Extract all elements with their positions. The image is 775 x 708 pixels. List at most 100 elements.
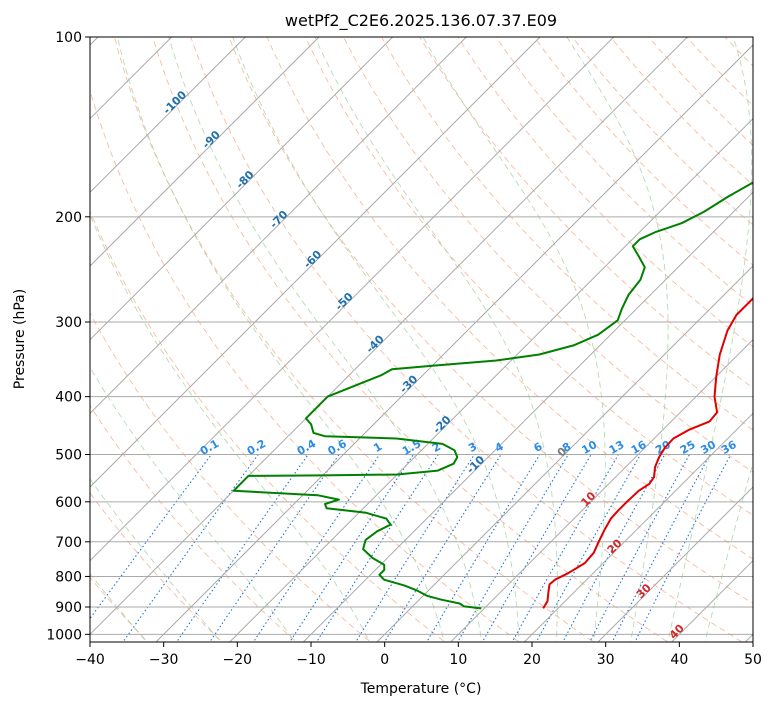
isotherm-line	[302, 191, 753, 642]
dry-adiabat-line	[381, 37, 753, 431]
isotherm-line	[90, 37, 247, 194]
dry-adiabat-line	[152, 37, 669, 642]
y-axis: 100 200 300 400 500 600 700 800 900 1000	[46, 30, 90, 643]
isotherm-label: -30	[397, 372, 420, 395]
y-tick-label: 500	[55, 448, 82, 464]
isotherm-line	[90, 37, 689, 636]
moist-adiabat-line	[704, 461, 753, 642]
chart-title: wetPf2_C2E6.2025.136.07.37.E09	[285, 11, 557, 31]
dry-adiabat-line	[648, 37, 753, 146]
x-tick-label: 20	[523, 652, 541, 668]
y-tick-label: 400	[55, 390, 82, 406]
dry-adiabat-line	[90, 210, 446, 642]
dry-adiabat-line	[750, 24, 775, 647]
mixing-ratio-line	[457, 454, 569, 642]
mixing-ratio-line	[315, 454, 439, 642]
mixing-ratio-line	[175, 454, 309, 642]
x-tick-label: 40	[670, 652, 688, 668]
mixing-ratio-line	[611, 454, 711, 642]
dry-adiabat-line	[304, 37, 753, 516]
y-tick-label: 200	[55, 210, 82, 226]
isotherm-label: -60	[301, 248, 324, 271]
moist-adiabat-line	[232, 37, 520, 642]
dry-adiabat-line	[190, 37, 743, 642]
x-tick-label: −10	[296, 652, 326, 668]
background-lines	[0, 24, 775, 647]
x-tick-label: 0	[380, 652, 389, 668]
moist-adiabat-line	[168, 37, 483, 642]
isotherm-line	[90, 37, 541, 488]
mixing-ratio-line	[589, 454, 690, 642]
mixing-ratio-label: 1	[371, 440, 384, 455]
moist-adiabat-line	[116, 37, 445, 642]
isotherm-label: -20	[430, 413, 453, 436]
isotherm-line	[90, 37, 394, 341]
isotherm-label: -10	[464, 453, 487, 476]
mixing-ratio-label: 4	[493, 440, 506, 455]
dry-adiabat-line	[342, 37, 753, 473]
y-tick-label: 900	[55, 600, 82, 616]
isotherm-line	[90, 37, 320, 267]
plot-frame	[89, 36, 754, 643]
mixing-ratio-line	[426, 454, 541, 642]
mixing-ratio-line	[289, 454, 414, 642]
isotherm-line	[670, 559, 753, 642]
dry-adiabat-line	[495, 37, 753, 307]
mixing-ratio-line	[383, 454, 502, 642]
x-axis-label: Temperature (°C)	[360, 681, 482, 697]
isotherm-line	[155, 44, 753, 642]
dry-adiabat-line	[228, 37, 753, 604]
y-axis-label: Pressure (hPa)	[12, 289, 28, 389]
profile-series	[232, 181, 753, 610]
isotherm-label: -50	[333, 290, 356, 313]
isotherm-line	[523, 412, 753, 642]
isotherm-label: -40	[364, 332, 387, 355]
isotherm-label: -100	[160, 88, 189, 117]
mixing-ratio-line	[355, 454, 475, 642]
mixing-ratio-label: 6	[531, 440, 544, 455]
x-tick-label: 10	[449, 652, 467, 668]
y-tick-label: 1000	[46, 627, 82, 643]
dry-adiabat-line	[266, 37, 753, 560]
isotherm-line	[90, 37, 615, 562]
x-tick-label: −20	[223, 652, 253, 668]
isotherm-label: -70	[267, 208, 290, 231]
y-tick-label: 700	[55, 535, 82, 551]
dry-adiabat-line	[90, 492, 223, 642]
x-tick-label: −40	[75, 652, 105, 668]
isotherm-label: 30	[634, 581, 654, 601]
isotherm-label: 10	[578, 489, 598, 509]
moist-adiabat-line	[90, 573, 148, 642]
y-tick-label: 800	[55, 569, 82, 585]
y-tick-label: 300	[55, 315, 82, 331]
moist-adiabat-line	[90, 213, 371, 642]
isotherm-line	[744, 633, 753, 642]
mixing-ratio-line	[562, 454, 666, 642]
y-tick-label: 600	[55, 495, 82, 511]
moist-adiabat-line	[90, 478, 222, 642]
mixing-ratio-line	[634, 454, 732, 642]
isotherm-label: 20	[605, 536, 625, 556]
mixing-ratio-line	[122, 454, 259, 642]
x-tick-label: −30	[149, 652, 179, 668]
grid-lines	[90, 37, 753, 642]
isotherm-line	[449, 338, 753, 642]
dry-adiabat-line	[533, 37, 753, 266]
mixing-ratio-line	[90, 454, 212, 620]
dry-adiabat-line	[90, 88, 520, 642]
isotherm-line	[376, 265, 753, 642]
moist-adiabat-line	[314, 37, 558, 642]
moist-adiabat-line	[422, 37, 606, 642]
dewpoint-line	[232, 181, 753, 610]
isotherm-label: -80	[233, 168, 256, 191]
dry-adiabat-line	[0, 24, 3, 647]
x-tick-label: 30	[597, 652, 615, 668]
y-tick-label: 100	[55, 30, 82, 46]
moist-adiabat-line	[566, 37, 669, 642]
dry-adiabat-line	[114, 37, 595, 642]
x-axis: −40 −30 −20 −10 0 10 20 30 40 50	[75, 642, 762, 668]
x-tick-label: 50	[744, 652, 762, 668]
isotherm-line	[228, 117, 753, 642]
dry-adiabat-line	[90, 312, 372, 642]
